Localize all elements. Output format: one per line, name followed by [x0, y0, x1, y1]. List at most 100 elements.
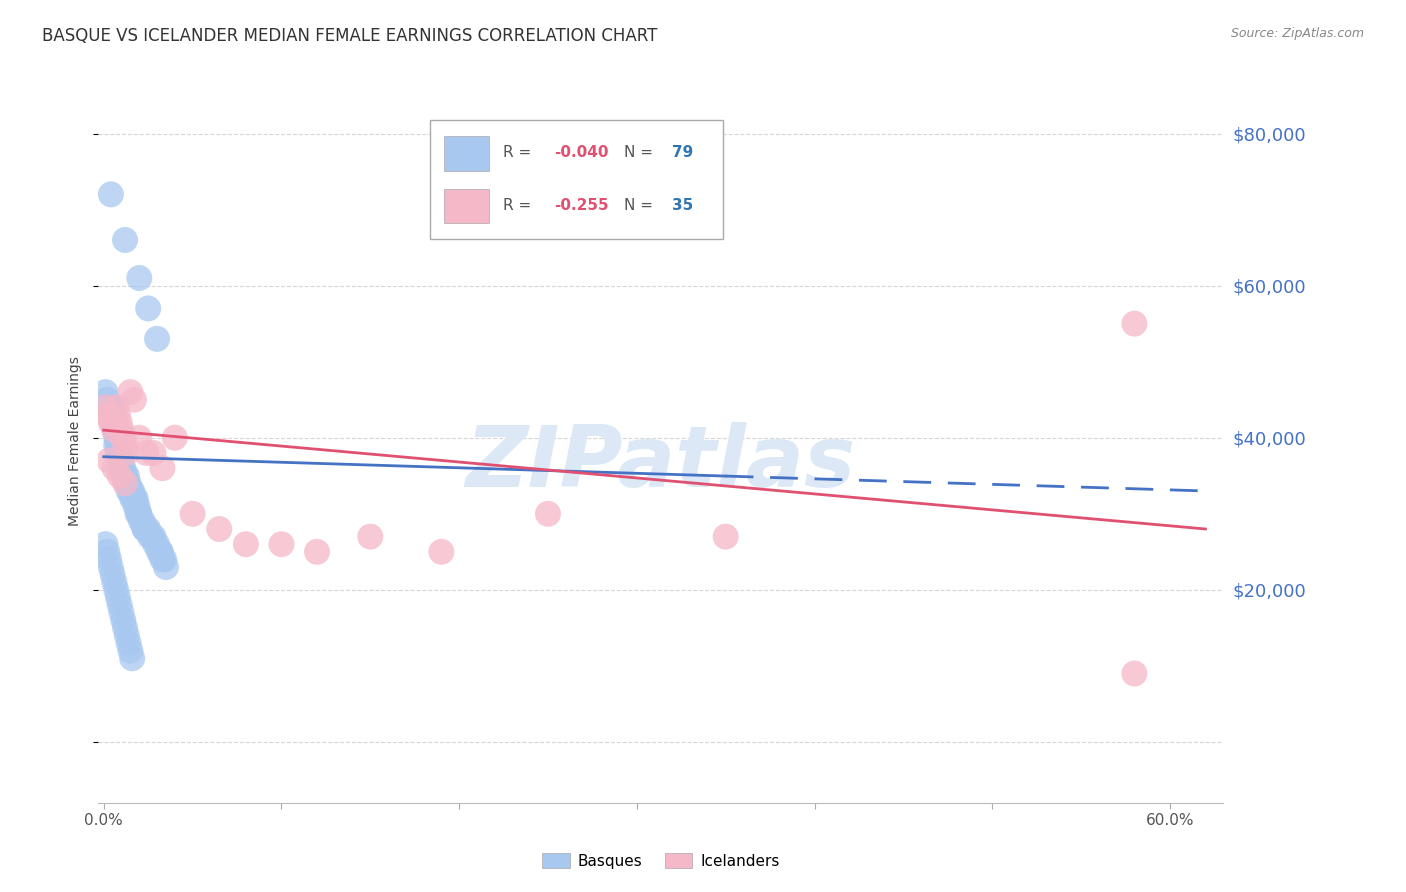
Point: [107, 446, 129, 460]
Point: [305, 545, 328, 559]
Text: Source: ZipAtlas.com: Source: ZipAtlas.com: [1230, 27, 1364, 40]
Point: [127, 499, 149, 513]
Point: [105, 401, 128, 415]
Point: [103, 575, 125, 590]
Bar: [444, 188, 489, 223]
Point: [235, 537, 257, 551]
Point: [136, 301, 159, 316]
Point: [128, 507, 150, 521]
Point: [107, 591, 129, 605]
Point: [153, 552, 176, 566]
Point: [125, 499, 148, 513]
Point: [103, 423, 125, 437]
Point: [98, 453, 121, 467]
Point: [101, 416, 124, 430]
Point: [120, 385, 142, 400]
Text: BASQUE VS ICELANDER MEDIAN FEMALE EARNINGS CORRELATION CHART: BASQUE VS ICELANDER MEDIAN FEMALE EARNIN…: [42, 27, 658, 45]
Point: [120, 483, 142, 498]
Point: [94, 401, 117, 415]
Point: [105, 582, 128, 597]
Point: [114, 476, 136, 491]
Point: [105, 438, 128, 452]
Point: [114, 233, 136, 247]
Text: ZIPatlas: ZIPatlas: [465, 422, 856, 505]
Text: -0.040: -0.040: [554, 145, 609, 160]
Point: [110, 453, 132, 467]
Point: [132, 515, 155, 529]
Point: [110, 606, 132, 620]
Point: [270, 537, 292, 551]
Point: [107, 408, 129, 422]
Point: [112, 613, 135, 627]
Point: [94, 385, 117, 400]
Bar: [444, 136, 489, 170]
Point: [98, 552, 121, 566]
Point: [128, 431, 150, 445]
Point: [110, 461, 132, 475]
Text: R =: R =: [503, 145, 537, 160]
Point: [714, 530, 737, 544]
Point: [108, 468, 131, 483]
Point: [141, 530, 163, 544]
Point: [149, 545, 172, 559]
Point: [105, 431, 128, 445]
Point: [142, 446, 165, 460]
Point: [120, 643, 142, 657]
Text: -0.255: -0.255: [554, 198, 609, 213]
Y-axis label: Median Female Earnings: Median Female Earnings: [69, 357, 83, 526]
Point: [108, 453, 131, 467]
Point: [101, 567, 124, 582]
Point: [112, 468, 135, 483]
Point: [115, 476, 138, 491]
Point: [127, 507, 149, 521]
Point: [98, 408, 121, 422]
Point: [100, 401, 122, 415]
Point: [117, 636, 139, 650]
Point: [108, 598, 131, 612]
Point: [181, 507, 204, 521]
Point: [1123, 317, 1146, 331]
Point: [115, 476, 138, 491]
Point: [142, 530, 165, 544]
Point: [101, 416, 124, 430]
Point: [121, 651, 143, 665]
Point: [122, 491, 145, 506]
Point: [146, 537, 169, 551]
Point: [108, 446, 131, 460]
Point: [110, 461, 132, 475]
Point: [114, 468, 136, 483]
Point: [100, 187, 122, 202]
Point: [146, 332, 169, 346]
Text: N =: N =: [624, 198, 658, 213]
Point: [163, 431, 186, 445]
Point: [117, 476, 139, 491]
Point: [359, 530, 381, 544]
Point: [115, 468, 138, 483]
Point: [128, 507, 150, 521]
Text: R =: R =: [503, 198, 537, 213]
Point: [537, 507, 560, 521]
Point: [121, 491, 143, 506]
Point: [129, 515, 152, 529]
Point: [136, 522, 159, 536]
Point: [108, 453, 131, 467]
Point: [108, 416, 131, 430]
Point: [139, 530, 162, 544]
Point: [114, 468, 136, 483]
Point: [208, 522, 231, 536]
Point: [1123, 666, 1146, 681]
Point: [150, 461, 173, 475]
Point: [114, 621, 136, 635]
Point: [112, 461, 135, 475]
Legend: Basques, Icelanders: Basques, Icelanders: [536, 847, 786, 875]
Point: [94, 537, 117, 551]
Point: [112, 431, 135, 445]
Point: [134, 522, 156, 536]
Point: [149, 545, 172, 559]
Point: [115, 628, 138, 642]
Point: [101, 408, 124, 422]
Point: [103, 423, 125, 437]
Point: [107, 446, 129, 460]
Text: 35: 35: [672, 198, 693, 213]
Point: [115, 446, 138, 460]
